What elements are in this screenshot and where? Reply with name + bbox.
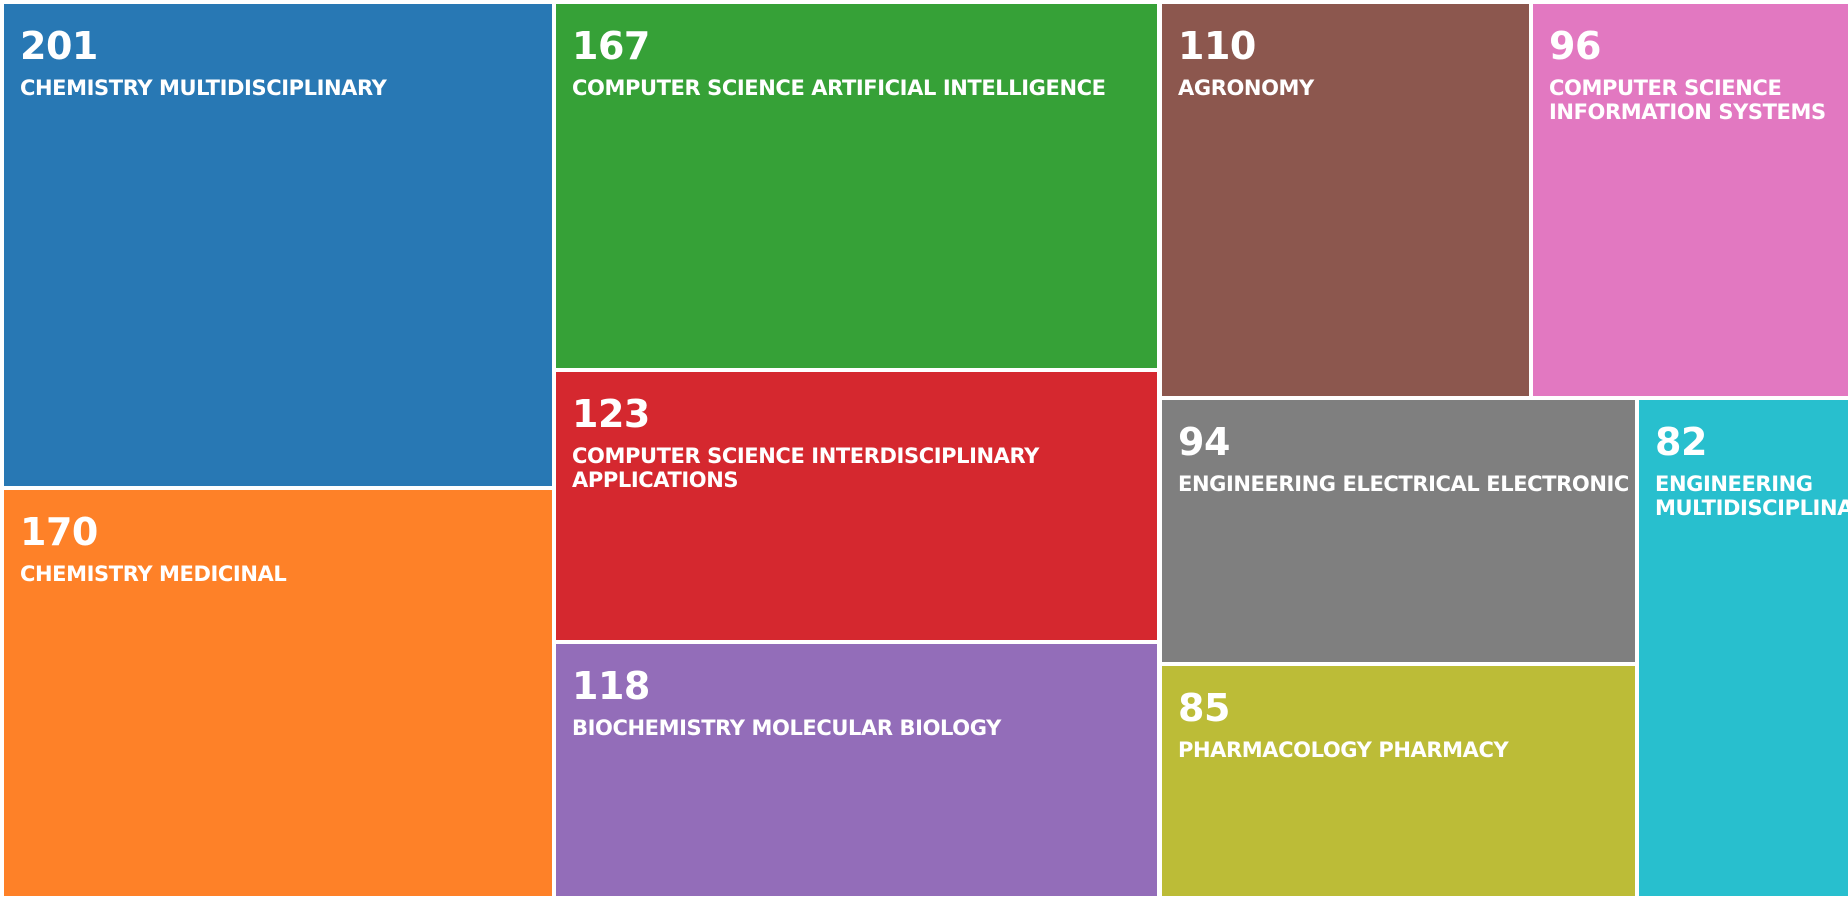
tile-value: 96 — [1549, 24, 1601, 68]
tile-value: 201 — [20, 24, 98, 68]
tile-value: 170 — [20, 510, 98, 554]
tile-label: COMPUTER SCIENCE ARTIFICIAL INTELLIGENCE — [572, 76, 1106, 100]
treemap-tile[interactable]: 123 COMPUTER SCIENCE INTERDISCIPLINARY AP… — [556, 372, 1157, 640]
tile-label: ENGINEERING MULTIDISCIPLINA — [1655, 472, 1848, 520]
tile-label: CHEMISTRY MULTIDISCIPLINARY — [20, 76, 387, 100]
tile-label: CHEMISTRY MEDICINAL — [20, 562, 287, 586]
tile-value: 82 — [1655, 420, 1707, 464]
tile-value: 85 — [1178, 686, 1230, 730]
tile-label: COMPUTER SCIENCE INTERDISCIPLINARY APPLI… — [572, 444, 1039, 492]
treemap-tile[interactable]: 96 COMPUTER SCIENCE INFORMATION SYSTEMS — [1533, 4, 1848, 396]
tile-label: COMPUTER SCIENCE INFORMATION SYSTEMS — [1549, 76, 1826, 124]
tile-label: AGRONOMY — [1178, 76, 1314, 100]
tile-label: PHARMACOLOGY PHARMACY — [1178, 738, 1509, 762]
treemap-tile[interactable]: 170 CHEMISTRY MEDICINAL — [4, 490, 552, 896]
treemap-tile[interactable]: 118 BIOCHEMISTRY MOLECULAR BIOLOGY — [556, 644, 1157, 896]
treemap-tile[interactable]: 94 ENGINEERING ELECTRICAL ELECTRONIC — [1162, 400, 1635, 662]
tile-value: 123 — [572, 392, 650, 436]
treemap-tile[interactable]: 85 PHARMACOLOGY PHARMACY — [1162, 666, 1635, 896]
treemap-tile[interactable]: 167 COMPUTER SCIENCE ARTIFICIAL INTELLIGE… — [556, 4, 1157, 368]
tile-value: 167 — [572, 24, 650, 68]
treemap-tile[interactable]: 201 CHEMISTRY MULTIDISCIPLINARY — [4, 4, 552, 486]
tile-value: 118 — [572, 664, 650, 708]
tile-value: 110 — [1178, 24, 1256, 68]
tile-value: 94 — [1178, 420, 1230, 464]
tile-label: BIOCHEMISTRY MOLECULAR BIOLOGY — [572, 716, 1001, 740]
treemap-tile[interactable]: 110 AGRONOMY — [1162, 4, 1529, 396]
treemap-tile[interactable]: 82 ENGINEERING MULTIDISCIPLINA — [1639, 400, 1848, 896]
tile-label: ENGINEERING ELECTRICAL ELECTRONIC — [1178, 472, 1629, 496]
